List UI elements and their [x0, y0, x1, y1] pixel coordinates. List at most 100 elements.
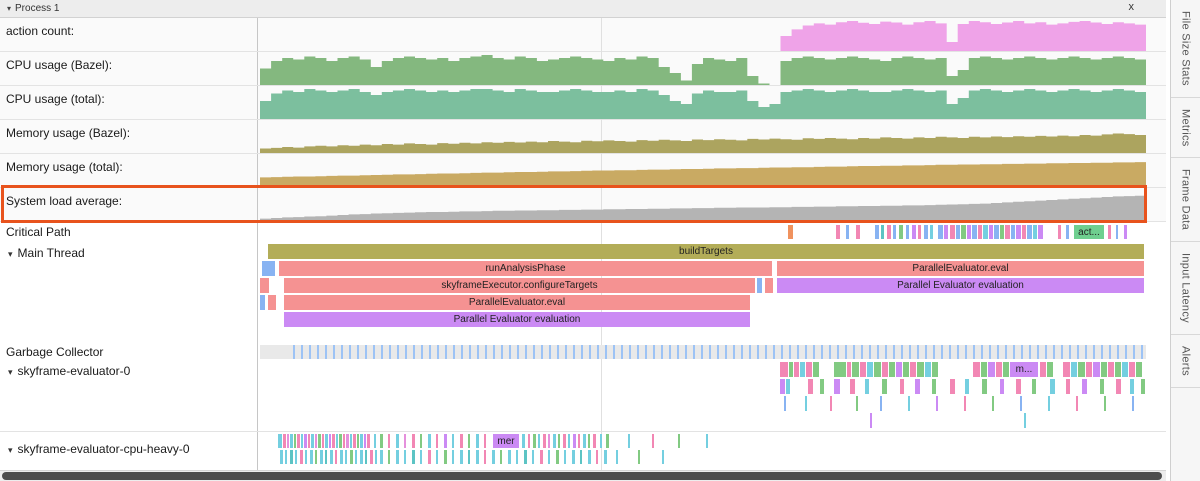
tick-slice[interactable]	[558, 434, 560, 448]
track-lane-main-thread[interactable]: buildTargets runAnalysisPhase ParallelEval…	[258, 242, 1166, 344]
tick-slice[interactable]	[1116, 225, 1118, 239]
tick-slice[interactable]	[693, 345, 695, 359]
tick-slice[interactable]	[517, 345, 519, 359]
slice-parallelevaluator-eval[interactable]: ParallelEvaluator.eval	[284, 295, 750, 310]
tick-slice[interactable]	[899, 225, 903, 239]
tick-slice[interactable]	[1022, 225, 1026, 239]
tick-slice[interactable]	[989, 345, 991, 359]
tick-slice[interactable]	[492, 450, 495, 464]
tick-slice[interactable]	[563, 434, 566, 448]
tick-slice[interactable]	[573, 345, 575, 359]
tick-slice[interactable]	[365, 345, 367, 359]
tick-slice[interactable]	[373, 345, 375, 359]
tick-slice[interactable]	[556, 450, 559, 464]
tick-slice[interactable]	[915, 379, 920, 394]
tick-slice[interactable]	[500, 450, 502, 464]
tick-slice[interactable]	[349, 345, 351, 359]
tick-slice[interactable]	[549, 345, 551, 359]
tick-slice[interactable]	[532, 450, 534, 464]
tick-slice[interactable]	[908, 396, 910, 411]
tick-slice[interactable]	[388, 450, 390, 464]
tick-slice[interactable]	[944, 225, 948, 239]
tick-slice[interactable]	[1100, 379, 1104, 394]
tick-slice[interactable]	[262, 261, 275, 276]
tick-slice[interactable]	[1101, 345, 1103, 359]
tick-slice[interactable]	[1109, 345, 1111, 359]
tick-slice[interactable]	[889, 362, 895, 377]
tick-slice[interactable]	[413, 345, 415, 359]
slice-parallelevaluator-eval[interactable]: ParallelEvaluator.eval	[777, 261, 1144, 276]
tick-slice[interactable]	[476, 450, 479, 464]
tick-slice[interactable]	[965, 379, 969, 394]
tick-slice[interactable]	[283, 434, 286, 448]
tick-slice[interactable]	[628, 434, 630, 448]
tick-slice[interactable]	[1020, 396, 1022, 411]
tick-slice[interactable]	[717, 345, 719, 359]
tick-slice[interactable]	[910, 362, 916, 377]
tick-slice[interactable]	[1037, 345, 1039, 359]
tick-slice[interactable]	[706, 434, 708, 448]
tick-slice[interactable]	[972, 225, 977, 239]
tick-slice[interactable]	[375, 450, 377, 464]
tick-slice[interactable]	[981, 345, 983, 359]
tick-slice[interactable]	[903, 362, 909, 377]
tick-slice[interactable]	[528, 434, 530, 448]
tick-slice[interactable]	[821, 345, 823, 359]
tick-slice[interactable]	[317, 345, 319, 359]
tick-slice[interactable]	[885, 345, 887, 359]
track-lane-critical-path[interactable]: act...	[258, 222, 1166, 242]
tick-slice[interactable]	[596, 450, 598, 464]
tick-slice[interactable]	[973, 345, 975, 359]
tick-slice[interactable]	[949, 345, 951, 359]
tick-slice[interactable]	[578, 434, 580, 448]
tick-slice[interactable]	[389, 345, 391, 359]
close-icon[interactable]: x	[1128, 1, 1135, 13]
tick-slice[interactable]	[882, 362, 888, 377]
tick-slice[interactable]	[412, 450, 415, 464]
tick-slice[interactable]	[380, 450, 383, 464]
tick-slice[interactable]	[428, 450, 431, 464]
tick-slice[interactable]	[1003, 362, 1009, 377]
tick-slice[interactable]	[1040, 362, 1046, 377]
tick-slice[interactable]	[661, 345, 663, 359]
tick-slice[interactable]	[925, 345, 927, 359]
tick-slice[interactable]	[437, 345, 439, 359]
tick-slice[interactable]	[1082, 379, 1087, 394]
tick-slice[interactable]	[765, 278, 773, 293]
tick-slice[interactable]	[869, 345, 871, 359]
tick-slice[interactable]	[340, 450, 343, 464]
tick-slice[interactable]	[893, 225, 896, 239]
tick-slice[interactable]	[485, 345, 487, 359]
tick-slice[interactable]	[581, 345, 583, 359]
tick-slice[interactable]	[616, 450, 618, 464]
tick-slice[interactable]	[784, 396, 786, 411]
tick-slice[interactable]	[950, 225, 955, 239]
tick-slice[interactable]	[353, 434, 356, 448]
tick-slice[interactable]	[978, 225, 982, 239]
tick-slice[interactable]	[1104, 396, 1106, 411]
tick-slice[interactable]	[909, 345, 911, 359]
tick-slice[interactable]	[1125, 345, 1127, 359]
tick-slice[interactable]	[420, 450, 422, 464]
slice-runanalysisphase[interactable]: runAnalysisPhase	[279, 261, 772, 276]
slice-m[interactable]: m...	[1010, 362, 1038, 377]
tick-slice[interactable]	[685, 345, 687, 359]
tick-slice[interactable]	[930, 225, 933, 239]
tick-slice[interactable]	[1000, 225, 1004, 239]
tick-slice[interactable]	[533, 345, 535, 359]
tick-slice[interactable]	[856, 225, 860, 239]
tick-slice[interactable]	[836, 225, 840, 239]
tick-slice[interactable]	[305, 450, 307, 464]
horizontal-scrollbar[interactable]	[0, 470, 1166, 481]
tab-file-size-stats[interactable]: File Size Stats	[1171, 0, 1200, 98]
tick-slice[interactable]	[346, 434, 349, 448]
tick-slice[interactable]	[308, 434, 310, 448]
tick-slice[interactable]	[1124, 225, 1127, 239]
tick-slice[interactable]	[638, 450, 640, 464]
tick-slice[interactable]	[994, 225, 999, 239]
track-label-main-thread[interactable]: ▾ Main Thread	[0, 242, 258, 344]
tick-slice[interactable]	[580, 450, 582, 464]
tick-slice[interactable]	[1122, 362, 1128, 377]
tick-slice[interactable]	[309, 345, 311, 359]
tick-slice[interactable]	[797, 345, 799, 359]
